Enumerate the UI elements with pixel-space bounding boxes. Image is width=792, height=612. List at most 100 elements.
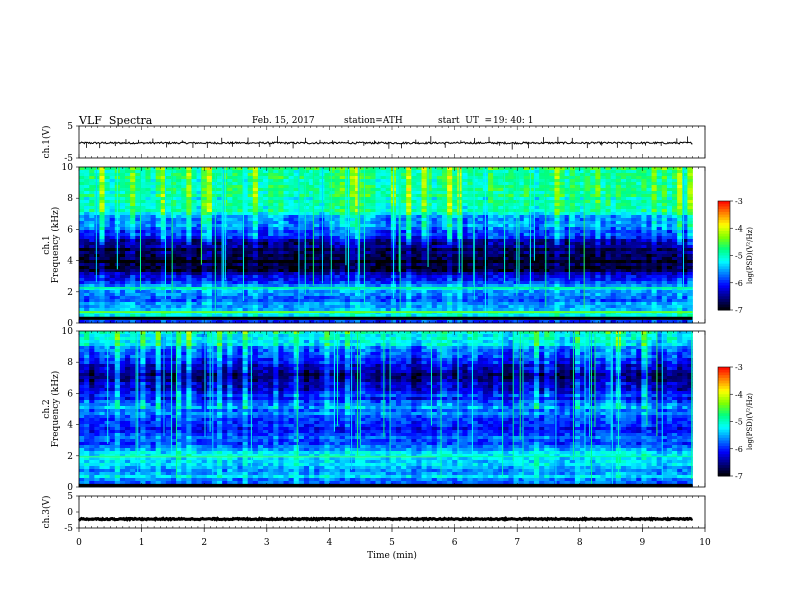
spectrogram-cell [283,227,289,231]
spectrogram-cell [365,242,371,246]
spectrogram-cell [523,221,530,225]
spectrogram-cell [360,242,366,246]
spectrogram-cell [160,203,167,207]
spectrogram-cell [191,236,197,240]
spectrogram-cell [441,212,448,216]
spectrogram-cell [334,263,341,267]
spectrogram-cell [309,170,315,174]
spectrogram-cell [441,173,448,177]
spectrogram-cell [590,278,596,282]
spectrogram-cell [677,182,683,186]
spectrogram-cell [610,272,617,276]
spectrogram-cell [493,260,499,264]
spectrogram-cell [687,248,693,252]
spectrogram-cell [528,191,535,195]
spectrogram-cell [165,215,172,219]
spectrogram-cell [211,281,218,285]
spectrogram-cell [99,197,105,201]
spectrogram-cell [406,248,412,252]
spectrogram-cell [636,233,642,237]
spectrogram-cell [452,263,458,267]
spectrogram-cell [109,197,116,201]
spectrogram-cell [441,179,448,183]
spectrogram-cell [303,179,310,183]
spectrogram-cell [155,272,162,276]
spectrogram-cell [503,233,509,237]
spectrogram-cell [682,263,688,267]
spectrogram-cell [539,281,545,285]
spectrogram-cell [401,191,407,195]
spectrogram-cell [227,227,233,231]
spectrogram-cell [518,179,525,183]
spectrogram-cell [206,284,213,288]
spectrogram-cell [677,212,683,216]
spectrogram-cell [534,260,540,264]
spectrogram-cell [370,182,376,186]
spectrogram-cell [206,218,213,222]
spectrogram-cell [600,266,606,270]
spectrogram-cell [109,191,116,195]
spectrogram-cell [615,173,622,177]
spectrogram-cell [513,254,520,258]
spectrogram-cell [595,206,601,210]
spectrogram-cell [211,200,218,204]
spectrogram-cell [498,194,504,198]
spectrogram-cell [549,227,555,231]
spectrogram-cell [94,284,100,288]
spectrogram-cell [539,242,545,246]
spectrogram-cell [462,191,468,195]
spectrogram-cell [309,200,315,204]
spectrogram-cell [615,200,622,204]
spectrogram-cell [247,191,254,195]
spectrogram-cell [227,284,233,288]
spectrogram-cell [523,212,530,216]
spectrogram-cell [626,263,632,267]
spectrogram-cell [79,200,85,204]
spectrogram-cell [201,245,208,249]
spectrogram-cell [585,173,591,177]
spectrogram-cell [201,233,208,237]
spectrogram-cell [457,236,463,240]
spectrogram-cell [687,254,693,258]
spectrogram-cell [309,182,315,186]
spectrogram-cell [252,284,259,288]
spectrogram-cell [651,248,658,252]
spectrogram-cell [160,209,167,213]
spectrogram-cell [620,188,627,192]
spectrogram-cell [314,260,320,264]
spectrogram-cell [263,197,269,201]
spectrogram-cell [293,173,300,177]
spectrogram-cell [666,242,673,246]
spectrogram-cell [416,236,422,240]
spectrogram-cell [452,224,458,228]
spectrogram-cell [518,233,525,237]
spectrogram-cell [94,275,100,279]
spectrogram-cell [298,197,305,201]
spectrogram-cell [309,263,315,267]
spectrogram-cell [467,230,474,234]
spectrogram-cell [631,266,637,270]
spectrogram-cell [580,209,586,213]
spectrogram-cell [641,209,647,213]
spectrogram-cell [232,212,238,216]
spectrogram-cell [564,215,571,219]
spectrogram-cell [165,194,172,198]
spectrogram-cell [677,203,683,207]
spectrogram-cell [217,203,223,207]
spectrogram-cell [523,251,530,255]
spectrogram-cell [89,200,95,204]
spectrogram-cell [334,245,341,249]
spectrogram-cell [585,260,591,264]
spectrogram-cell [580,242,586,246]
spectrogram-cell [99,218,105,222]
spectrogram-cell [293,281,300,285]
spectrogram-cell [227,167,233,171]
spectrogram-cell [523,203,530,207]
spectrogram-cell [656,251,663,255]
spectrogram-cell [79,221,85,225]
spectrogram-cell [375,203,382,207]
spectrogram-cell [171,269,177,273]
spectrogram-cell [610,245,617,249]
spectrogram-cell [104,236,111,240]
spectrogram-cell [309,284,315,288]
